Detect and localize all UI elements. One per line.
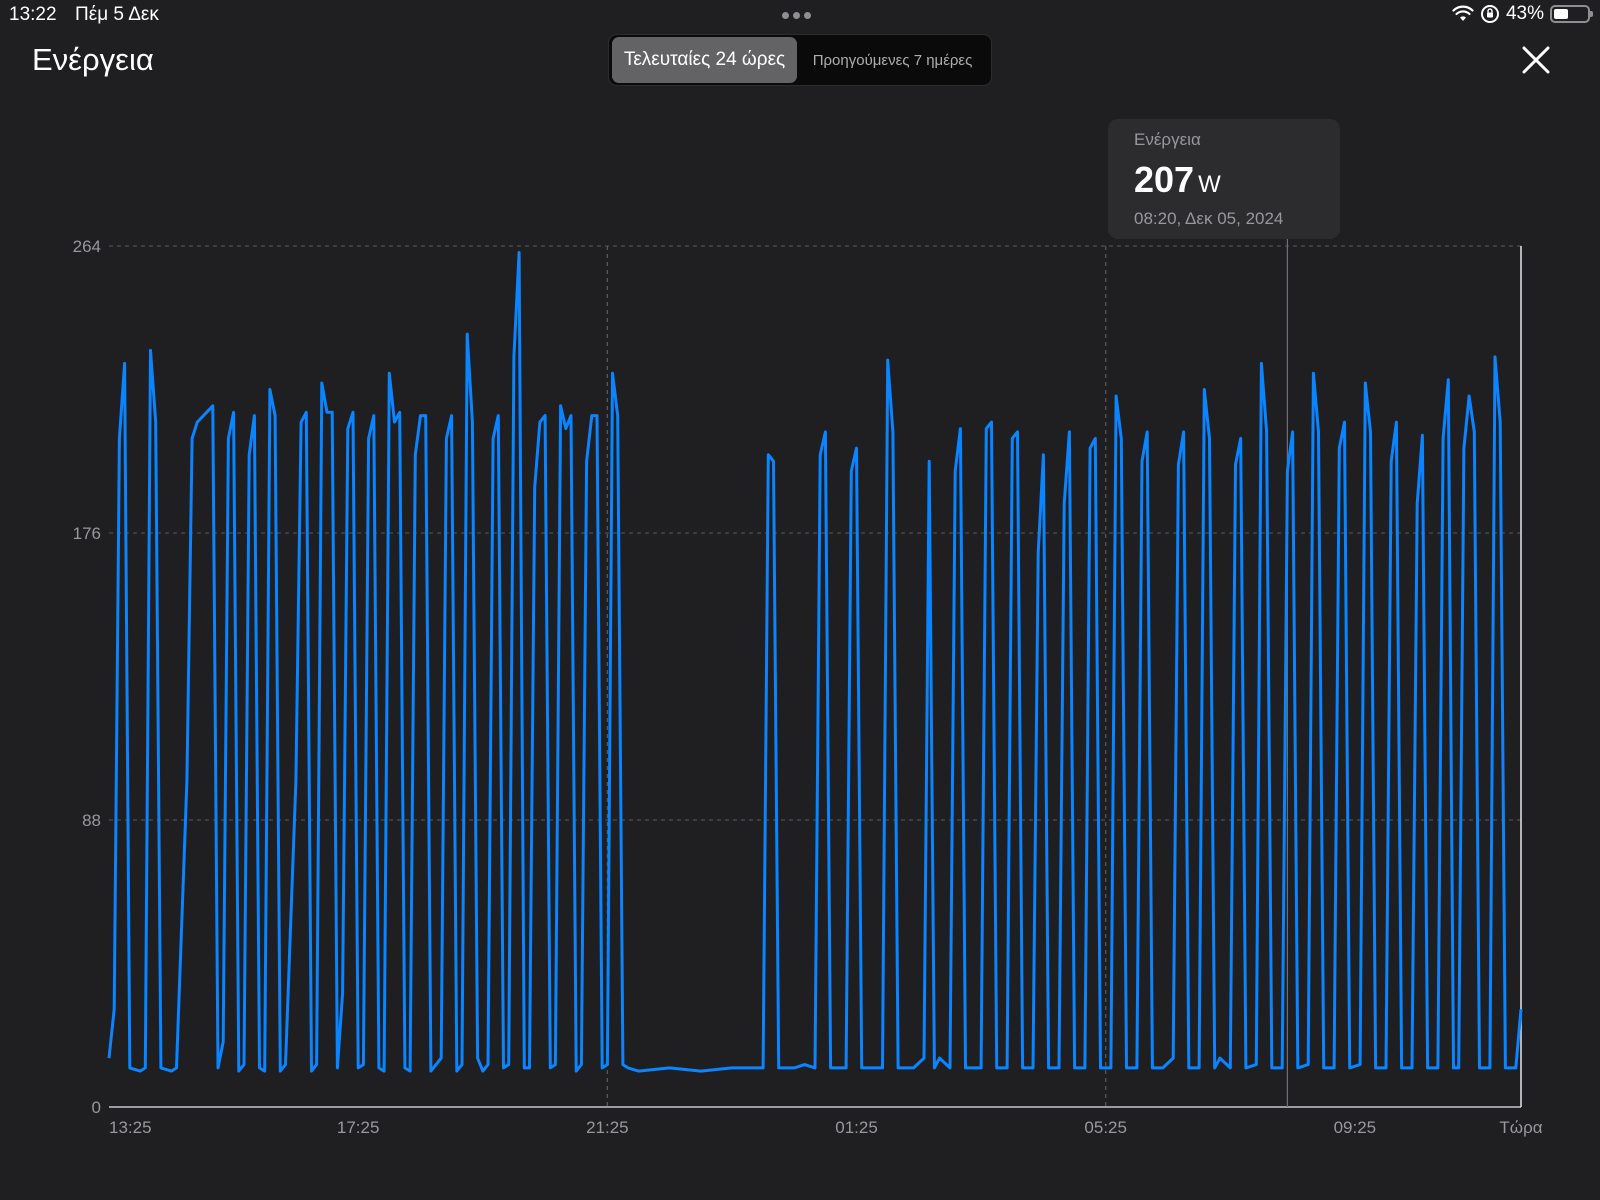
orientation-lock-icon bbox=[1480, 5, 1499, 23]
x-tick-label: 01:25 bbox=[835, 1118, 878, 1137]
battery-percent: 43% bbox=[1505, 3, 1544, 24]
page-title: Ενέργεια bbox=[32, 42, 154, 77]
tooltip-value: 207 W bbox=[1134, 159, 1221, 200]
x-tick-label: 17:25 bbox=[337, 1118, 380, 1137]
segment-previous-7-days[interactable]: Προηγούμενες 7 ημέρες bbox=[812, 51, 973, 69]
y-tick-label: 176 bbox=[73, 524, 101, 543]
y-tick-label: 88 bbox=[82, 811, 101, 830]
wifi-icon bbox=[1452, 5, 1474, 21]
tooltip-time: 08:20, Δεκ 05, 2024 bbox=[1134, 209, 1284, 228]
x-tick-label: 13:25 bbox=[109, 1118, 152, 1137]
y-tick-label: 264 bbox=[73, 237, 101, 256]
status-time: 13:22 bbox=[9, 4, 57, 25]
battery-icon bbox=[1550, 5, 1593, 23]
x-tick-label: 05:25 bbox=[1084, 1118, 1127, 1137]
multitask-dots-icon[interactable] bbox=[782, 12, 811, 19]
segment-last-24-hours[interactable]: Τελευταίες 24 ώρες bbox=[612, 37, 798, 83]
close-icon[interactable] bbox=[1518, 42, 1554, 78]
status-date: Πέμ 5 Δεκ bbox=[75, 4, 159, 25]
time-range-segmented-control[interactable]: Τελευταίες 24 ώρες Προηγούμενες 7 ημέρες bbox=[608, 34, 992, 86]
value-tooltip: Ενέργεια 207 W 08:20, Δεκ 05, 2024 bbox=[1108, 119, 1340, 239]
tooltip-unit: W bbox=[1198, 171, 1221, 198]
energy-series-line[interactable] bbox=[107, 251, 1523, 1073]
x-tick-label: 09:25 bbox=[1334, 1118, 1377, 1137]
status-indicators: 43% bbox=[1452, 3, 1593, 25]
status-bar: 13:22 Πέμ 5 Δεκ 43% bbox=[0, 0, 1600, 30]
y-tick-label: 0 bbox=[92, 1098, 101, 1117]
tooltip-label: Ενέργεια bbox=[1134, 130, 1201, 149]
x-tick-label: 21:25 bbox=[586, 1118, 629, 1137]
x-tick-label: Τώρα bbox=[1499, 1118, 1542, 1137]
